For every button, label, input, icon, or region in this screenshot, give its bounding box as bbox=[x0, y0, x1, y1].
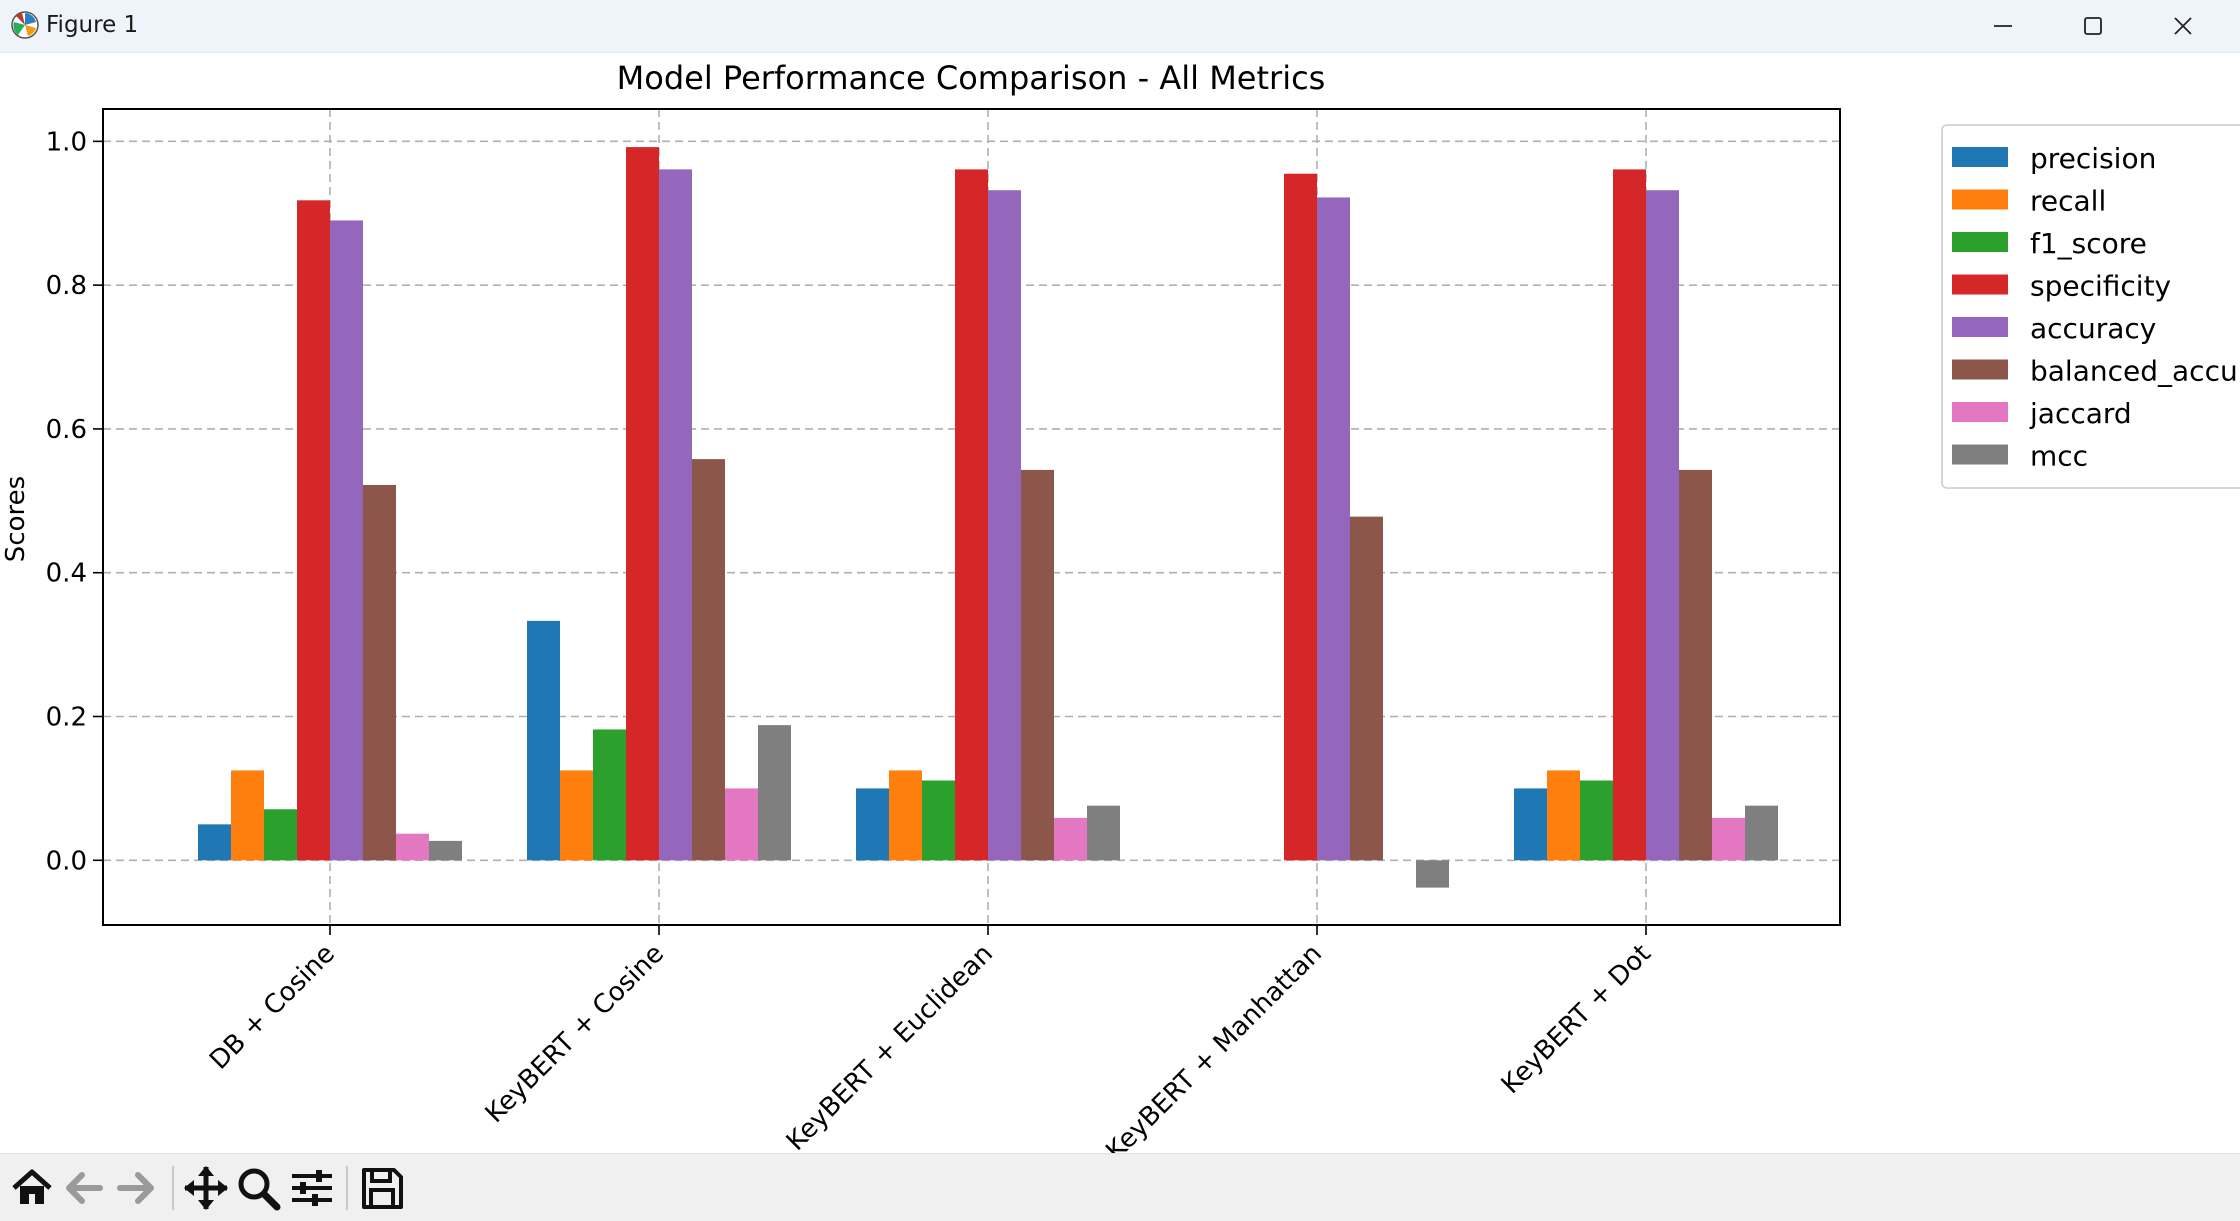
toolbar-separator bbox=[172, 1166, 174, 1210]
minimize-icon bbox=[1994, 25, 2012, 27]
x-tick-label: KeyBERT + Euclidean bbox=[781, 939, 999, 1153]
home-button[interactable] bbox=[8, 1164, 56, 1212]
chart-canvas[interactable]: 0.0 0.2 0.4 0.6 0.8 1.0 DB + Cosine KeyBERT + … bbox=[0, 53, 2240, 1153]
plot-area-frame bbox=[102, 108, 1841, 926]
legend-label: accuracy bbox=[2030, 312, 2156, 345]
bar-precision bbox=[1514, 788, 1547, 861]
bar-specificity bbox=[1613, 169, 1646, 861]
configure-subplots-button[interactable] bbox=[288, 1164, 336, 1212]
sliders-icon bbox=[292, 1170, 332, 1206]
bar-f1-score bbox=[922, 780, 955, 861]
save-button[interactable] bbox=[358, 1164, 406, 1212]
x-tick-label: KeyBERT + Manhattan bbox=[1100, 939, 1328, 1153]
y-axis: 0.0 0.2 0.4 0.6 0.8 1.0 bbox=[46, 127, 103, 876]
maximize-icon bbox=[2084, 17, 2102, 35]
bar-precision bbox=[527, 620, 560, 861]
legend-swatch bbox=[1952, 444, 2008, 465]
navigation-toolbar bbox=[0, 1153, 2240, 1221]
bar-accuracy bbox=[330, 220, 363, 861]
title-bar[interactable]: Figure 1 bbox=[0, 0, 2240, 53]
legend-label: specificity bbox=[2030, 270, 2171, 303]
bar-mcc bbox=[1087, 805, 1120, 861]
bar-balanced-accuracy bbox=[1350, 516, 1383, 861]
bar-balanced-accuracy bbox=[363, 485, 396, 861]
bar-accuracy bbox=[1317, 197, 1350, 861]
legend-label: recall bbox=[2030, 185, 2106, 218]
legend-label: jaccard bbox=[2029, 397, 2132, 430]
bar-f1-score bbox=[593, 729, 626, 861]
arrow-left-icon bbox=[66, 1172, 103, 1204]
bar-balanced-accuracy bbox=[692, 459, 725, 861]
matplotlib-icon bbox=[11, 11, 39, 39]
bar-f1-score bbox=[264, 809, 297, 861]
bar-jaccard bbox=[1712, 817, 1745, 861]
x-tick-label: KeyBERT + Dot bbox=[1496, 939, 1657, 1100]
forward-button[interactable] bbox=[112, 1164, 160, 1212]
bar-recall bbox=[889, 770, 922, 861]
legend: precision recall f1_score specificity accura… bbox=[1941, 124, 2240, 489]
legend-swatch bbox=[1952, 402, 2008, 422]
bars bbox=[198, 147, 1778, 888]
bar-specificity bbox=[955, 169, 988, 861]
floppy-disk-icon bbox=[362, 1168, 403, 1209]
minimize-button[interactable] bbox=[1958, 0, 2048, 52]
close-icon bbox=[2174, 17, 2192, 35]
maximize-button[interactable] bbox=[2048, 0, 2138, 52]
bar-accuracy bbox=[1646, 190, 1679, 861]
bar-f1-score bbox=[1580, 780, 1613, 861]
legend-label: precision bbox=[2030, 142, 2156, 175]
y-tick-label: 0.2 bbox=[46, 703, 87, 733]
bar-jaccard bbox=[396, 833, 429, 861]
bar-jaccard bbox=[1054, 817, 1087, 861]
close-button[interactable] bbox=[2138, 0, 2228, 52]
legend-swatch bbox=[1952, 232, 2008, 252]
bar-accuracy bbox=[988, 190, 1021, 861]
move-icon bbox=[184, 1166, 228, 1210]
bar-specificity bbox=[297, 200, 330, 861]
back-button[interactable] bbox=[60, 1164, 108, 1212]
y-tick-label: 0.4 bbox=[46, 559, 87, 589]
y-tick-label: 0.0 bbox=[46, 846, 87, 876]
window-title: Figure 1 bbox=[46, 12, 139, 38]
y-tick-label: 0.6 bbox=[46, 415, 87, 445]
arrow-right-icon bbox=[117, 1172, 154, 1204]
bar-precision bbox=[856, 788, 889, 861]
bar-recall bbox=[231, 770, 264, 861]
magnifier-icon bbox=[238, 1168, 281, 1211]
zoom-button[interactable] bbox=[234, 1164, 282, 1212]
bar-precision bbox=[198, 824, 231, 861]
home-icon bbox=[12, 1169, 52, 1204]
bar-mcc bbox=[1416, 860, 1449, 888]
legend-frame bbox=[1941, 124, 2240, 489]
legend-label: mcc bbox=[2030, 440, 2088, 473]
legend-swatch bbox=[1952, 147, 2008, 167]
bar-specificity bbox=[1284, 173, 1317, 861]
bar-mcc bbox=[1745, 805, 1778, 861]
chart-title: Model Performance Comparison - All Metri… bbox=[617, 59, 1326, 97]
legend-label: f1_score bbox=[2030, 227, 2147, 260]
x-tick-label: KeyBERT + Cosine bbox=[480, 939, 670, 1129]
toolbar-separator bbox=[346, 1166, 348, 1210]
legend-swatch bbox=[1952, 359, 2008, 380]
y-axis-label: Scores bbox=[1, 476, 31, 562]
legend-swatch bbox=[1952, 189, 2008, 210]
bar-accuracy bbox=[659, 169, 692, 861]
bar-mcc bbox=[758, 725, 791, 861]
legend-swatch bbox=[1952, 317, 2008, 337]
y-tick-label: 0.8 bbox=[46, 271, 87, 301]
bar-recall bbox=[1547, 770, 1580, 861]
bar-recall bbox=[560, 770, 593, 861]
bar-jaccard bbox=[725, 788, 758, 861]
pan-button[interactable] bbox=[182, 1164, 230, 1212]
bar-mcc bbox=[429, 840, 462, 861]
x-axis: DB + Cosine KeyBERT + Cosine KeyBERT + Euc… bbox=[204, 925, 1657, 1153]
x-tick-label: DB + Cosine bbox=[204, 939, 341, 1076]
legend-swatch bbox=[1952, 274, 2008, 295]
y-tick-label: 1.0 bbox=[46, 127, 87, 157]
bar-specificity bbox=[626, 147, 659, 861]
bar-balanced-accuracy bbox=[1679, 469, 1712, 861]
bar-balanced-accuracy bbox=[1021, 469, 1054, 861]
legend-label: balanced_accuracy bbox=[2030, 355, 2240, 388]
